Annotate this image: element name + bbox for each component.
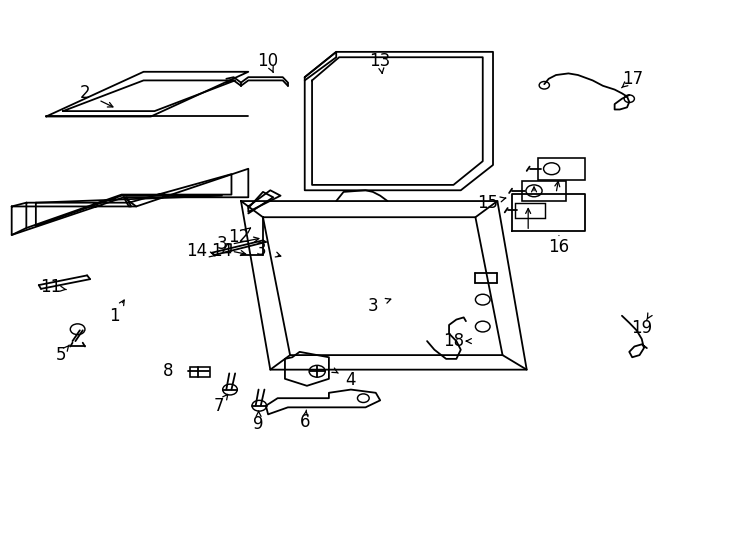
- Text: 15: 15: [477, 194, 498, 212]
- Text: 18: 18: [443, 332, 464, 350]
- Text: 7: 7: [214, 397, 225, 415]
- FancyBboxPatch shape: [539, 158, 584, 179]
- Text: 1: 1: [109, 307, 120, 325]
- Text: 2: 2: [79, 84, 90, 103]
- Text: 10: 10: [258, 52, 279, 70]
- Text: 8: 8: [162, 362, 173, 380]
- Text: 14: 14: [186, 242, 208, 260]
- Text: 4: 4: [346, 372, 356, 389]
- Text: 14: 14: [211, 242, 233, 260]
- Text: 16: 16: [548, 238, 570, 256]
- Text: 5: 5: [56, 346, 66, 364]
- FancyBboxPatch shape: [522, 180, 565, 201]
- Text: 3: 3: [368, 296, 378, 314]
- FancyBboxPatch shape: [189, 367, 210, 376]
- Text: 19: 19: [631, 319, 653, 337]
- Text: 12: 12: [228, 227, 250, 246]
- Text: 6: 6: [299, 413, 310, 431]
- Text: 9: 9: [253, 415, 264, 433]
- Text: 3: 3: [255, 240, 266, 259]
- Text: 13: 13: [369, 52, 390, 70]
- FancyBboxPatch shape: [515, 202, 545, 218]
- Text: 11: 11: [40, 278, 61, 296]
- Text: 17: 17: [622, 70, 643, 88]
- Text: 3: 3: [217, 235, 228, 253]
